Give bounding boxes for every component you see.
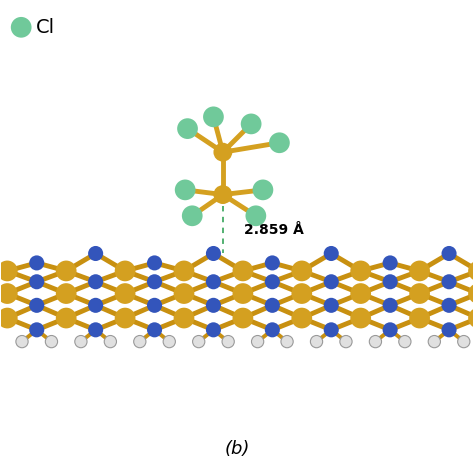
Circle shape <box>281 336 293 348</box>
Circle shape <box>213 185 232 204</box>
Circle shape <box>88 246 103 261</box>
Circle shape <box>222 336 234 348</box>
Circle shape <box>173 261 194 281</box>
Circle shape <box>350 261 371 281</box>
Circle shape <box>468 261 474 281</box>
Circle shape <box>324 274 339 289</box>
Circle shape <box>147 322 162 337</box>
Circle shape <box>182 205 202 226</box>
Circle shape <box>46 336 57 348</box>
Circle shape <box>233 261 253 281</box>
Circle shape <box>11 17 32 37</box>
Circle shape <box>233 308 253 328</box>
Circle shape <box>409 283 430 304</box>
Circle shape <box>428 336 440 348</box>
Circle shape <box>383 322 398 337</box>
Circle shape <box>292 308 312 328</box>
Circle shape <box>29 274 44 289</box>
Text: (b): (b) <box>224 440 250 458</box>
Circle shape <box>56 283 76 304</box>
Circle shape <box>265 298 280 313</box>
Text: Cl: Cl <box>36 18 55 37</box>
Circle shape <box>369 336 382 348</box>
Circle shape <box>206 246 221 261</box>
Circle shape <box>206 322 221 337</box>
Circle shape <box>88 298 103 313</box>
Circle shape <box>173 308 194 328</box>
Circle shape <box>324 298 339 313</box>
Circle shape <box>75 336 87 348</box>
Circle shape <box>383 274 398 289</box>
Text: 2.859 Å: 2.859 Å <box>244 223 304 237</box>
Circle shape <box>269 132 290 153</box>
Circle shape <box>383 298 398 313</box>
Circle shape <box>115 261 136 281</box>
Circle shape <box>56 261 76 281</box>
Circle shape <box>265 255 280 271</box>
Circle shape <box>0 261 18 281</box>
Circle shape <box>441 246 456 261</box>
Circle shape <box>203 107 224 127</box>
Circle shape <box>292 283 312 304</box>
Circle shape <box>147 274 162 289</box>
Circle shape <box>350 283 371 304</box>
Circle shape <box>324 322 339 337</box>
Circle shape <box>409 308 430 328</box>
Circle shape <box>16 336 28 348</box>
Circle shape <box>324 246 339 261</box>
Circle shape <box>147 255 162 271</box>
Circle shape <box>399 336 411 348</box>
Circle shape <box>233 283 253 304</box>
Circle shape <box>468 308 474 328</box>
Circle shape <box>29 322 44 337</box>
Circle shape <box>56 308 76 328</box>
Circle shape <box>350 308 371 328</box>
Circle shape <box>134 336 146 348</box>
Circle shape <box>147 298 162 313</box>
Circle shape <box>292 261 312 281</box>
Circle shape <box>252 336 264 348</box>
Circle shape <box>253 180 273 200</box>
Circle shape <box>246 205 266 226</box>
Circle shape <box>409 261 430 281</box>
Circle shape <box>340 336 352 348</box>
Circle shape <box>458 336 470 348</box>
Circle shape <box>265 322 280 337</box>
Circle shape <box>177 118 198 139</box>
Circle shape <box>310 336 323 348</box>
Circle shape <box>0 308 18 328</box>
Circle shape <box>115 283 136 304</box>
Circle shape <box>213 143 232 162</box>
Circle shape <box>383 255 398 271</box>
Circle shape <box>206 298 221 313</box>
Circle shape <box>163 336 175 348</box>
Circle shape <box>206 274 221 289</box>
Circle shape <box>441 274 456 289</box>
Circle shape <box>115 308 136 328</box>
Circle shape <box>104 336 117 348</box>
Circle shape <box>441 298 456 313</box>
Circle shape <box>175 180 196 200</box>
Circle shape <box>173 283 194 304</box>
Circle shape <box>468 283 474 304</box>
Circle shape <box>0 283 18 304</box>
Circle shape <box>29 255 44 271</box>
Circle shape <box>88 274 103 289</box>
Circle shape <box>88 322 103 337</box>
Circle shape <box>441 322 456 337</box>
Circle shape <box>265 274 280 289</box>
Circle shape <box>29 298 44 313</box>
Circle shape <box>241 114 262 134</box>
Circle shape <box>192 336 205 348</box>
